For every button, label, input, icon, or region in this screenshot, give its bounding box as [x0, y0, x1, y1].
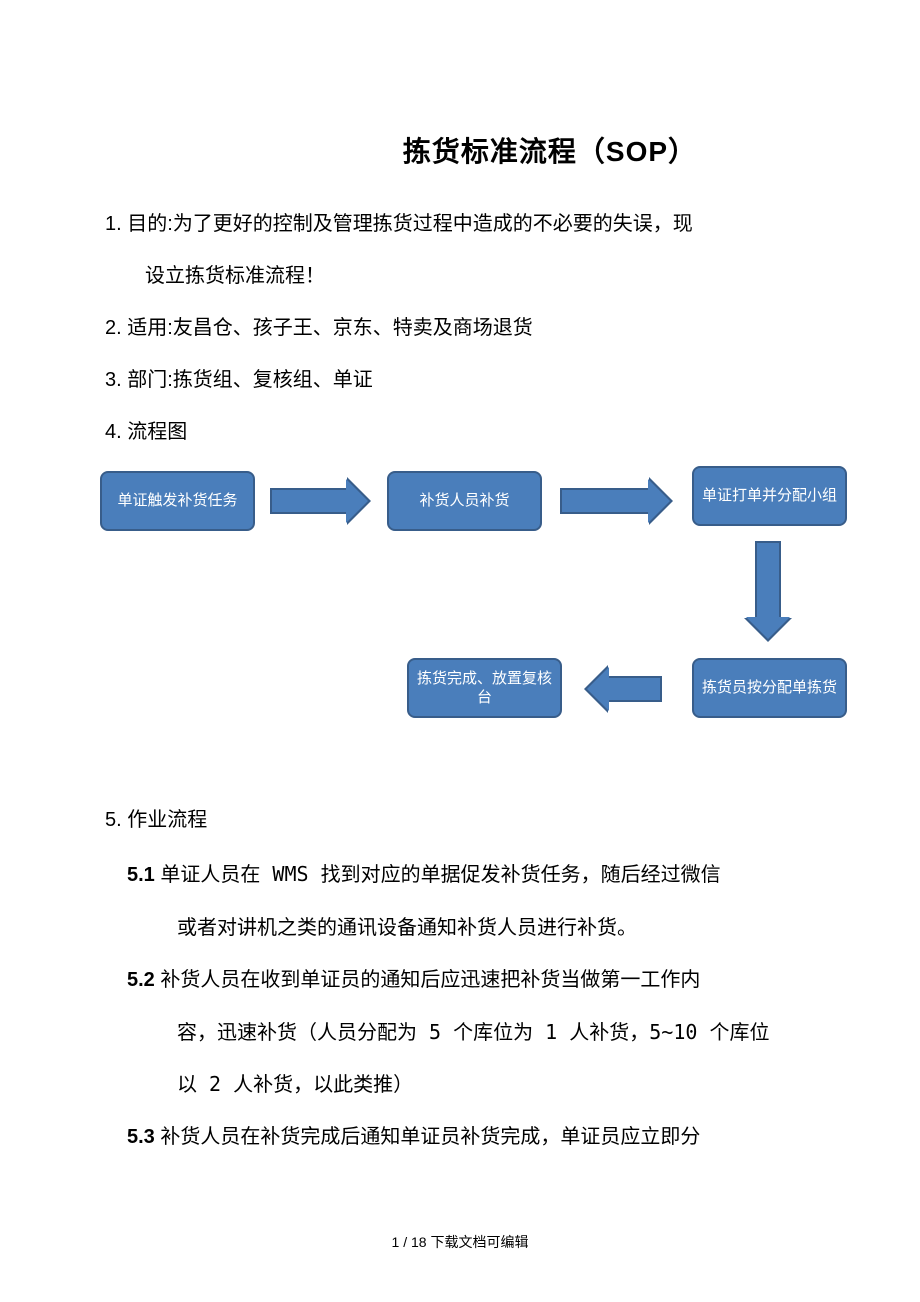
flowchart-node-2: 补货人员补货	[387, 471, 542, 531]
subitem-5-3-num: 5.3	[127, 1126, 160, 1148]
item-2: 2. 适用:友昌仓、孩子王、京东、特卖及商场退货	[105, 304, 815, 352]
item-1-text: 为了更好的控制及管理拣货过程中造成的不必要的失误，现	[173, 213, 693, 235]
subitem-5-2-num: 5.2	[127, 969, 160, 991]
item-4: 4. 流程图	[105, 408, 815, 456]
subitem-5-1-num: 5.1	[127, 864, 160, 886]
arrow-2-3	[560, 488, 650, 514]
item-1-cont: 设立拣货标准流程！	[105, 252, 815, 300]
item-5: 5. 作业流程	[105, 796, 815, 844]
arrow-4-5	[607, 676, 662, 702]
page-footer: 1 / 18 下载文档可编辑	[0, 1232, 920, 1252]
subitem-5-3: 5.3 补货人员在补货完成后通知单证员补货完成，单证员应立即分	[105, 1110, 815, 1163]
item-1-label: 目的:	[127, 213, 173, 235]
flowchart: 单证触发补货任务 补货人员补货 单证打单并分配小组 拣货员按分配单拣货 拣货完成…	[100, 466, 860, 746]
page-title: 拣货标准流程（SOP）	[285, 130, 815, 170]
item-5-label: 作业流程	[127, 809, 207, 831]
subitem-5-2-l2: 容，迅速补货（人员分配为 5 个库位为 1 人补货，5~10 个库位	[105, 1006, 815, 1058]
flowchart-node-4: 拣货员按分配单拣货	[692, 658, 847, 718]
item-1-num: 1.	[105, 213, 127, 235]
subitem-5-2-l1: 补货人员在收到单证员的通知后应迅速把补货当做第一工作内	[160, 967, 700, 991]
subitem-5-2: 5.2 补货人员在收到单证员的通知后应迅速把补货当做第一工作内	[105, 953, 815, 1006]
item-5-num: 5.	[105, 809, 127, 831]
item-3: 3. 部门:拣货组、复核组、单证	[105, 356, 815, 404]
item-2-text: 友昌仓、孩子王、京东、特卖及商场退货	[173, 317, 533, 339]
item-3-label: 部门:	[127, 369, 173, 391]
subitem-5-1-l1: 单证人员在 WMS 找到对应的单据促发补货任务，随后经过微信	[160, 862, 720, 886]
subitem-5-3-l1: 补货人员在补货完成后通知单证员补货完成，单证员应立即分	[160, 1124, 700, 1148]
item-4-num: 4.	[105, 421, 127, 443]
item-4-label: 流程图	[127, 421, 187, 443]
arrow-1-2	[270, 488, 348, 514]
subitem-5-1-l2: 或者对讲机之类的通讯设备通知补货人员进行补货。	[105, 901, 815, 953]
item-2-label: 适用:	[127, 317, 173, 339]
subitem-5-2-l3: 以 2 人补货，以此类推）	[105, 1058, 815, 1110]
subitem-5-1: 5.1 单证人员在 WMS 找到对应的单据促发补货任务，随后经过微信	[105, 848, 815, 901]
flowchart-node-5: 拣货完成、放置复核台	[407, 658, 562, 718]
flowchart-node-3: 单证打单并分配小组	[692, 466, 847, 526]
item-2-num: 2.	[105, 317, 127, 339]
item-3-text: 拣货组、复核组、单证	[173, 369, 373, 391]
item-3-num: 3.	[105, 369, 127, 391]
flowchart-node-1: 单证触发补货任务	[100, 471, 255, 531]
item-1: 1. 目的:为了更好的控制及管理拣货过程中造成的不必要的失误，现	[105, 200, 815, 248]
arrow-3-4	[755, 541, 781, 619]
